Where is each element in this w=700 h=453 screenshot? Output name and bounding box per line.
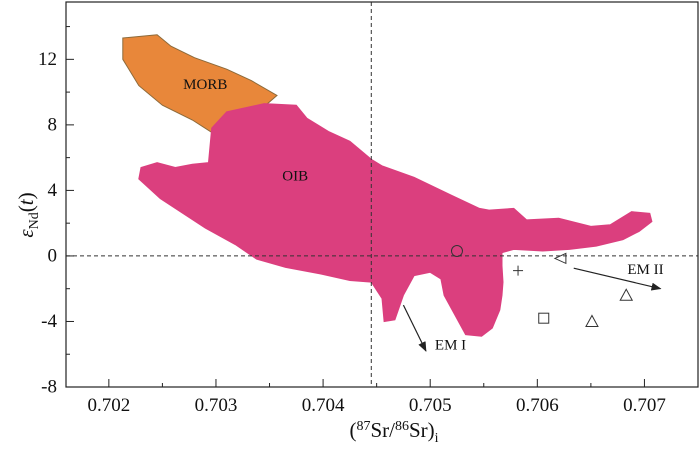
- y-axis-title-part: ): [14, 192, 38, 199]
- y-axis-title-part: Nd: [27, 212, 42, 229]
- x-tick-label: 0.705: [409, 395, 452, 416]
- x-tick-label: 0.702: [87, 395, 130, 416]
- em-i-trend-label: EM I: [435, 337, 466, 353]
- y-tick-label: 4: [48, 180, 58, 201]
- plot-frame-layer: [65, 1, 699, 388]
- ticks-layer: 0.702 0.703 0.704 0.705 0.706 0.707 -8 -4 0 4 8 12: [38, 26, 666, 416]
- x-axis-title-part: (: [349, 418, 356, 442]
- field-oib-label: OIB: [282, 169, 308, 185]
- x-axis-title-part: i: [435, 431, 439, 446]
- x-axis-title-part: Sr/: [370, 418, 395, 442]
- x-axis-title-part: 86: [395, 419, 409, 434]
- em-i-trend-arrow: [402, 304, 427, 352]
- y-tick-label: -8: [41, 377, 57, 398]
- x-tick-label: 0.707: [623, 395, 666, 416]
- x-axis-title: (87Sr/86Sr)i: [349, 418, 438, 446]
- y-tick-label: 0: [48, 245, 58, 266]
- plot-frame: [65, 1, 699, 388]
- y-axis-title: εNd(t): [14, 192, 42, 237]
- x-tick-label: 0.703: [195, 395, 238, 416]
- triangle-up-point: [585, 314, 599, 327]
- x-tick-label: 0.704: [302, 395, 345, 416]
- square-point: [538, 312, 550, 324]
- em-ii-trend-label: EM II: [627, 262, 663, 278]
- triangle-up-point: [619, 288, 634, 301]
- y-tick-label: -4: [41, 311, 57, 332]
- axis-titles-layer: (87Sr/86Sr)i εNd(t): [14, 192, 439, 446]
- y-axis-title-part: ε: [14, 229, 38, 238]
- fields-layer: MORB OIB: [122, 34, 653, 337]
- points-layer: [450, 245, 634, 327]
- y-axis-title-part: t: [14, 198, 38, 205]
- field-morb-label: MORB: [183, 77, 227, 93]
- y-tick-label: 12: [38, 49, 57, 70]
- x-axis-title-part: Sr): [409, 418, 435, 442]
- circle-point: [450, 245, 463, 258]
- plus-point: [513, 265, 524, 276]
- em-ii-trend-arrow: [573, 267, 662, 291]
- field-oib-area: [138, 103, 653, 337]
- annotations-layer: EM I EM II: [402, 262, 664, 353]
- x-tick-label: 0.706: [516, 395, 559, 416]
- triangle-left-point: [553, 252, 567, 265]
- x-axis-title-part: 87: [356, 419, 370, 434]
- reference-lines-layer: [66, 2, 698, 387]
- y-axis-title-part: (: [14, 205, 38, 212]
- y-tick-label: 8: [48, 114, 58, 135]
